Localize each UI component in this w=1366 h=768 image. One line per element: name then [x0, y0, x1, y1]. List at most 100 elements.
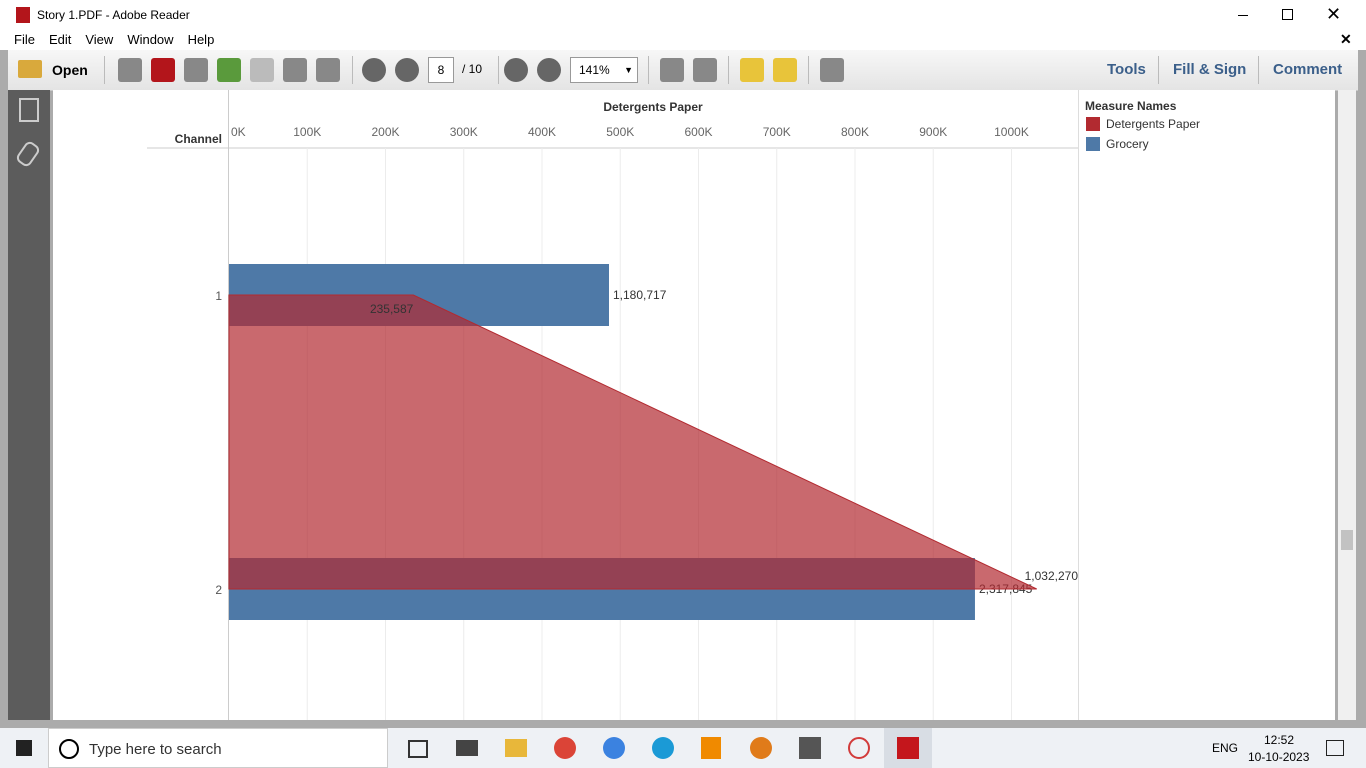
- title-bar: Story 1.PDF - Adobe Reader ✕: [0, 0, 1366, 30]
- next-page[interactable]: [395, 58, 419, 82]
- menu-item[interactable]: Help: [187, 32, 215, 47]
- app-icon: [16, 7, 30, 23]
- separator: [648, 56, 649, 84]
- close[interactable]: ✕: [1326, 4, 1342, 24]
- clock-date[interactable]: 10-10-2023: [1248, 750, 1310, 764]
- tool-button[interactable]: [316, 58, 340, 82]
- value-label: 1,032,270: [1025, 569, 1079, 583]
- toolbar: Open 8 / 10 141% ▼ Tools Fill & Sign Comm…: [8, 50, 1358, 91]
- language[interactable]: ENG: [1212, 741, 1239, 755]
- start-button[interactable]: [16, 740, 32, 756]
- x-tick-label: 800K: [841, 125, 869, 139]
- x-tick-label: 700K: [763, 125, 791, 139]
- zoom-value: 141%: [579, 63, 610, 77]
- x-tick-label: 0K: [231, 125, 246, 139]
- menu-item[interactable]: File: [14, 32, 35, 47]
- zoom-select[interactable]: 141% ▼: [570, 57, 638, 83]
- separator: [728, 56, 729, 84]
- tool-button[interactable]: [250, 58, 274, 82]
- x-tick-label: 1000K: [994, 125, 1029, 139]
- search-icon: [59, 739, 79, 759]
- tool-button[interactable]: [184, 58, 208, 82]
- navigation-pane: [8, 90, 50, 720]
- tool-button[interactable]: [820, 58, 844, 82]
- scroll-thumb[interactable]: [1341, 530, 1353, 550]
- app-store[interactable]: [799, 737, 821, 759]
- x-tick-label: 900K: [919, 125, 947, 139]
- window-title: Story 1.PDF - Adobe Reader: [37, 8, 190, 22]
- search-box[interactable]: Type here to search: [48, 728, 388, 768]
- open-icon[interactable]: [18, 60, 42, 78]
- tool-button[interactable]: [118, 58, 142, 82]
- task-view[interactable]: [408, 740, 428, 758]
- legend-label: Grocery: [1106, 137, 1149, 151]
- app-chrome[interactable]: [554, 737, 576, 759]
- area: [228, 294, 1037, 590]
- page-total: / 10: [462, 62, 483, 76]
- x-tick-label: 200K: [371, 125, 399, 139]
- search-placeholder: Type here to search: [89, 741, 222, 758]
- comment-button[interactable]: Comment: [1273, 61, 1343, 78]
- y-tick-label: 1: [215, 289, 222, 303]
- menu-bar: File Edit View Window Help ✕: [0, 30, 1366, 50]
- app-icon[interactable]: [750, 737, 772, 759]
- separator: [498, 56, 499, 84]
- zoom-in[interactable]: [537, 58, 561, 82]
- separator: [1258, 56, 1259, 84]
- y-tick-label: 2: [215, 583, 222, 597]
- x-tick-label: 600K: [684, 125, 712, 139]
- dropdown-arrow: ▼: [624, 65, 633, 75]
- tool-button[interactable]: [283, 58, 307, 82]
- app-vlc[interactable]: [701, 737, 721, 759]
- open-button[interactable]: Open: [52, 62, 88, 78]
- notifications[interactable]: [1326, 740, 1344, 756]
- app-icon[interactable]: [848, 737, 870, 759]
- tool-button[interactable]: [773, 58, 797, 82]
- app-edge[interactable]: [652, 737, 674, 759]
- app-explorer[interactable]: [505, 739, 527, 757]
- app-reader: [897, 737, 919, 759]
- x-tick-label: 500K: [606, 125, 634, 139]
- fill-sign-button[interactable]: Fill & Sign: [1173, 61, 1247, 78]
- menu-item[interactable]: View: [85, 32, 114, 47]
- separator: [808, 56, 809, 84]
- maximize[interactable]: [1282, 9, 1293, 20]
- zoom-out[interactable]: [504, 58, 528, 82]
- x-axis-title: Detergents Paper: [603, 100, 703, 114]
- app-active[interactable]: [884, 728, 932, 768]
- close-doc[interactable]: ✕: [1340, 31, 1352, 47]
- app-mail[interactable]: [456, 740, 478, 756]
- tool-button[interactable]: [740, 58, 764, 82]
- attachments-icon[interactable]: [14, 139, 42, 169]
- legend-title: Measure Names: [1085, 99, 1177, 113]
- minimize[interactable]: [1238, 15, 1248, 16]
- pages-icon[interactable]: [19, 98, 39, 122]
- value-label: 1,180,717: [613, 288, 667, 302]
- tool-button[interactable]: [217, 58, 241, 82]
- x-tick-label: 100K: [293, 125, 321, 139]
- y-axis-title: Channel: [175, 132, 222, 146]
- chart: Detergents Paper Channel Measure Names 0…: [147, 90, 1200, 720]
- menu-item[interactable]: Window: [127, 32, 174, 47]
- app-player[interactable]: [603, 737, 625, 759]
- separator: [352, 56, 353, 84]
- menu-item[interactable]: Edit: [48, 32, 72, 47]
- clock-time[interactable]: 12:52: [1264, 733, 1295, 747]
- tool-button[interactable]: [693, 58, 717, 82]
- legend-swatch: [1086, 137, 1100, 151]
- legend-swatch: [1086, 117, 1100, 131]
- value-label: 235,587: [370, 302, 414, 316]
- scrollbar[interactable]: [1338, 90, 1356, 720]
- tools-button[interactable]: Tools: [1107, 61, 1146, 78]
- x-tick-label: 400K: [528, 125, 556, 139]
- tool-button[interactable]: [660, 58, 684, 82]
- x-tick-label: 300K: [450, 125, 478, 139]
- legend-label: Detergents Paper: [1106, 117, 1200, 131]
- tool-button[interactable]: [151, 58, 175, 82]
- separator: [1158, 56, 1159, 84]
- taskbar: Type here to search ENG 12:52 10-10-2023: [0, 728, 1366, 768]
- page-input[interactable]: 8: [428, 57, 454, 83]
- prev-page[interactable]: [362, 58, 386, 82]
- separator: [104, 56, 105, 84]
